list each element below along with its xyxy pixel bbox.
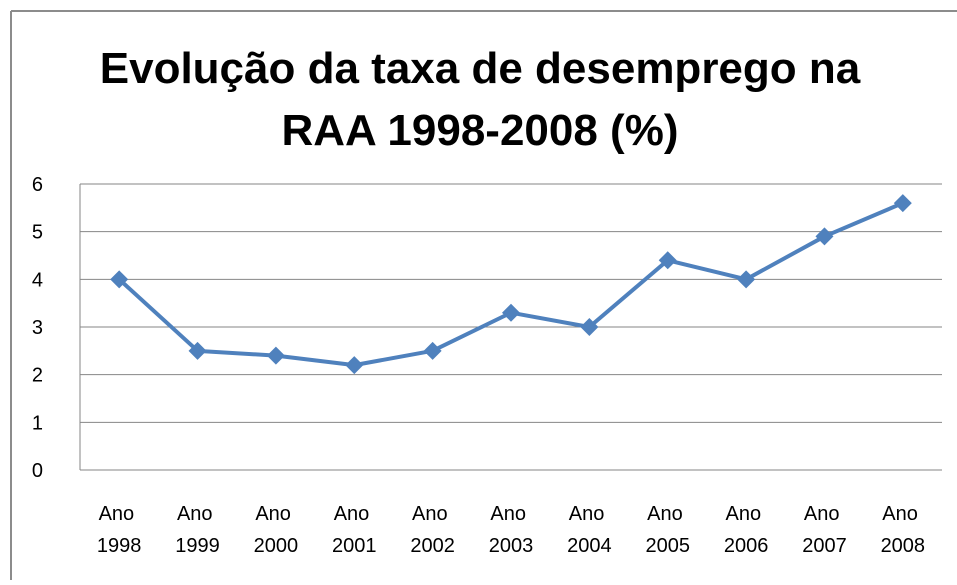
data-point [345,356,364,375]
x-tick-label: Ano 2002 [410,503,455,557]
data-point [188,341,207,360]
data-point [737,270,756,289]
data-point [266,346,285,365]
x-tick-label: Ano 2005 [645,503,690,557]
data-point [502,303,520,322]
x-tick-label: Ano 1998 [97,503,142,557]
data-point [110,270,129,289]
x-tick-label: Ano 2007 [802,503,847,557]
data-point [658,251,677,270]
data-point [580,318,599,336]
chart-title: Evolução da taxa de desemprego na RAA 19… [99,44,861,155]
y-tick-label: 0 [32,460,43,482]
data-point [423,341,442,360]
x-tick-label: Ano 2003 [489,503,534,557]
x-tick-label: Ano 1999 [175,503,220,557]
x-tick-label: Ano 2008 [881,503,926,557]
y-tick-label: 6 [32,174,43,196]
x-tick-label: Ano 2004 [567,503,612,557]
x-tick-label: Ano 2001 [332,503,377,557]
y-tick-label: 3 [32,317,43,339]
data-point [815,227,834,246]
x-tick-label: Ano 2000 [254,503,299,557]
y-tick-label: 5 [32,222,43,244]
y-tick-label: 2 [32,365,43,387]
data-point [893,194,912,213]
y-tick-label: 4 [32,269,43,291]
x-tick-label: Ano 2006 [724,503,769,557]
data-line [117,201,904,368]
y-tick-label: 1 [32,412,43,434]
